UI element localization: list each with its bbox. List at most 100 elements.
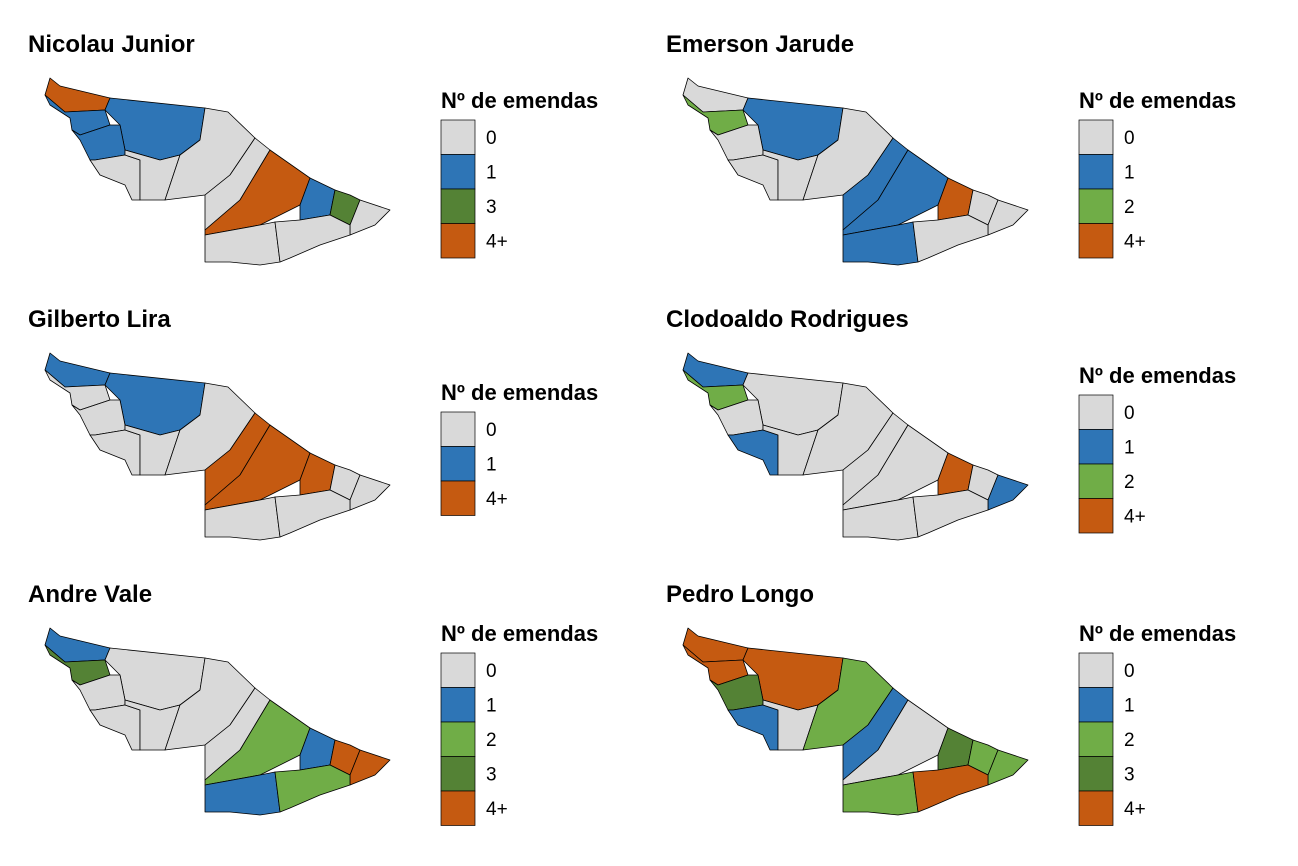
legend-swatch [1078,463,1114,499]
map-panel: Pedro Longo Nº de emendas 0 1 2 3 4+ [666,581,1236,826]
map-panel: Clodoaldo Rodrigues Nº de emendas 0 1 2 4+ [666,306,1236,541]
legend-title: Nº de emendas [1079,621,1236,646]
legend-label: 4+ [486,232,508,253]
municipality-region [274,214,351,263]
legend-label: 1 [486,163,497,184]
municipality-region [987,749,1029,786]
municipality-map [682,627,1029,816]
legend-label: 1 [1124,438,1135,459]
municipality-region [762,424,819,476]
legend-swatch [1078,154,1114,190]
legend-label: 2 [1124,472,1135,493]
map-panel: Emerson Jarude Nº de emendas 0 1 2 4+ [666,31,1236,266]
legend-swatch [440,154,476,190]
legend-swatch [440,480,476,516]
municipality-region [912,214,989,263]
legend-title: Nº de emendas [441,380,598,405]
municipality-region [762,699,819,751]
legend-label: 4+ [486,799,508,820]
legend-swatch [1078,223,1114,259]
legend-label: 2 [1124,197,1135,218]
panel-title: Andre Vale [28,581,152,608]
municipality-region [349,749,391,786]
municipality-region [727,704,779,751]
legend-swatch [1078,756,1114,792]
legend-swatch [440,652,476,688]
legend: Nº de emendas 0 1 3 4+ [440,88,598,259]
legend-label: 0 [1124,661,1135,682]
municipality-map [682,352,1029,541]
legend-swatch [1078,394,1114,430]
municipality-map [44,77,391,266]
municipality-region [349,474,391,511]
panel-title: Gilberto Lira [28,306,171,333]
legend-label: 0 [486,661,497,682]
legend: Nº de emendas 0 1 2 4+ [1078,363,1236,534]
municipality-region [842,771,919,816]
legend-swatch [440,756,476,792]
legend: Nº de emendas 0 1 2 4+ [1078,88,1236,259]
legend-label: 2 [1124,730,1135,751]
legend-swatch [440,119,476,155]
municipality-region [349,199,391,236]
panel-title: Emerson Jarude [666,31,854,58]
municipality-region [987,199,1029,236]
legend: Nº de emendas 0 1 2 3 4+ [1078,621,1236,826]
panel-title: Pedro Longo [666,581,814,608]
legend-swatch [1078,429,1114,465]
panel-title: Nicolau Junior [28,31,195,58]
municipality-region [204,221,281,266]
legend-label: 4+ [486,489,508,510]
municipality-region [912,764,989,813]
map-panel: Gilberto Lira Nº de emendas 0 1 4+ [28,306,598,541]
municipality-region [204,771,281,816]
municipality-region [274,489,351,538]
legend: Nº de emendas 0 1 2 3 4+ [440,621,598,826]
legend-swatch [1078,498,1114,534]
legend-label: 1 [486,455,497,476]
municipality-region [727,154,779,201]
municipality-region [124,699,181,751]
municipality-region [89,154,141,201]
municipality-region [762,149,819,201]
legend-label: 1 [1124,163,1135,184]
legend-label: 0 [486,420,497,441]
legend-title: Nº de emendas [441,88,598,113]
legend-title: Nº de emendas [1079,363,1236,388]
legend-label: 1 [1124,696,1135,717]
legend-swatch [1078,687,1114,723]
legend-label: 3 [1124,765,1135,786]
legend: Nº de emendas 0 1 4+ [440,380,598,516]
legend-swatch [1078,721,1114,757]
map-panel: Nicolau Junior Nº de emendas 0 1 3 4+ [28,31,598,266]
legend-label: 4+ [1124,799,1146,820]
panel-title: Clodoaldo Rodrigues [666,306,909,333]
municipality-region [912,489,989,538]
municipality-region [89,429,141,476]
legend-title: Nº de emendas [441,621,598,646]
municipality-region [124,424,181,476]
municipality-region [274,764,351,813]
legend-swatch [440,790,476,826]
legend-label: 1 [486,696,497,717]
municipality-region [124,149,181,201]
legend-swatch [1078,188,1114,224]
legend-label: 3 [486,197,497,218]
legend-swatch [440,687,476,723]
map-panel: Andre Vale Nº de emendas 0 1 2 3 4+ [28,581,598,826]
legend-label: 0 [486,128,497,149]
legend-swatch [1078,652,1114,688]
legend-label: 2 [486,730,497,751]
legend-swatch [440,188,476,224]
legend-label: 4+ [1124,232,1146,253]
legend-title: Nº de emendas [1079,88,1236,113]
legend-label: 4+ [1124,507,1146,528]
municipality-map [44,627,391,816]
municipality-region [842,496,919,541]
legend-swatch [440,411,476,447]
municipality-map [44,352,391,541]
legend-label: 3 [486,765,497,786]
municipality-region [89,704,141,751]
municipality-region [842,221,919,266]
